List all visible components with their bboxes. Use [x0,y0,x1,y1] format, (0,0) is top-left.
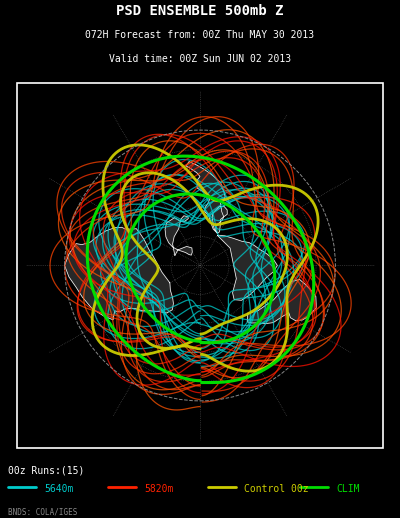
Text: 5820m: 5820m [144,484,173,494]
Polygon shape [165,218,192,255]
Text: PSD ENSEMBLE 500mb Z: PSD ENSEMBLE 500mb Z [116,4,284,18]
Polygon shape [65,227,173,320]
Polygon shape [212,206,227,233]
Text: 5640m: 5640m [44,484,73,494]
Text: BNDS: COLA/IGES: BNDS: COLA/IGES [8,507,77,516]
Text: 00z Runs:(15): 00z Runs:(15) [8,466,84,476]
Polygon shape [186,162,225,233]
Text: CLIM: CLIM [336,484,360,494]
Polygon shape [247,280,316,324]
Text: Control 00z: Control 00z [244,484,309,494]
Text: Valid time: 00Z Sun JUN 02 2013: Valid time: 00Z Sun JUN 02 2013 [109,54,291,64]
Text: 072H Forecast from: 00Z Thu MAY 30 2013: 072H Forecast from: 00Z Thu MAY 30 2013 [86,30,314,40]
Polygon shape [180,216,188,222]
Polygon shape [218,235,277,300]
